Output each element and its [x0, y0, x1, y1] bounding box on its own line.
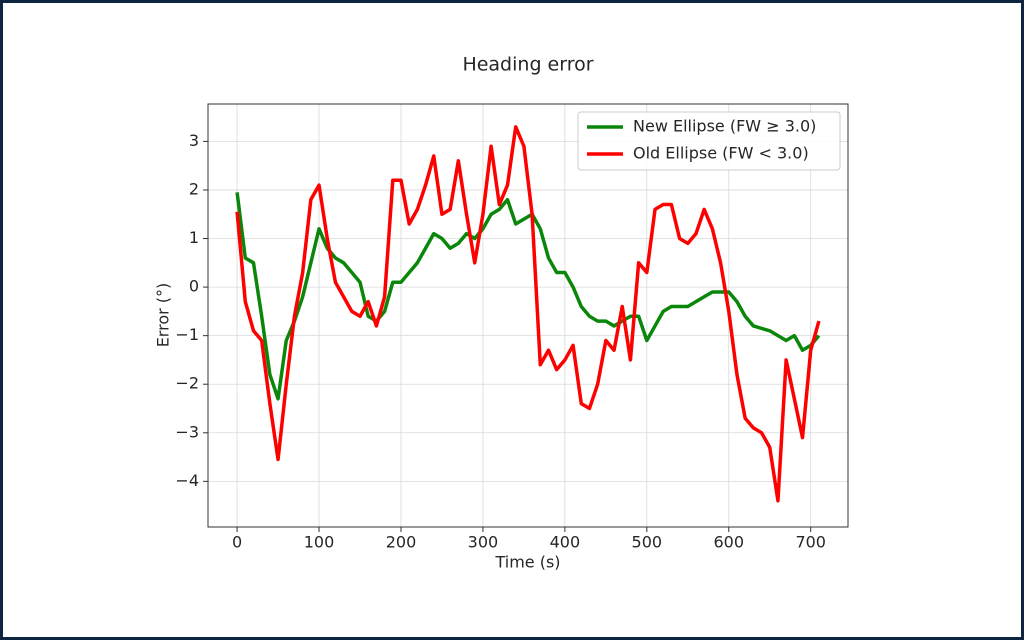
y-tick-label: 1 — [189, 228, 199, 247]
y-tick-label: −3 — [175, 422, 199, 441]
legend-label: New Ellipse (FW ≥ 3.0) — [633, 117, 816, 136]
legend-label: Old Ellipse (FW < 3.0) — [633, 144, 809, 163]
y-tick-label: −1 — [175, 325, 199, 344]
chart-title: Heading error — [462, 54, 593, 76]
x-tick-label: 400 — [550, 533, 581, 552]
legend-box — [577, 111, 841, 171]
data-line — [235, 192, 821, 401]
plot-frame — [207, 103, 849, 528]
y-tick-label: −4 — [175, 471, 199, 490]
data-line — [235, 125, 821, 503]
x-tick-label: 100 — [304, 533, 335, 552]
chart: Heading error Time (s) Error (°) 0 100 200… — [154, 54, 849, 572]
x-axis-label: Time (s) — [494, 553, 560, 572]
x-tick-label: 300 — [468, 533, 499, 552]
y-tick-label: −2 — [175, 374, 199, 393]
x-tick-label: 600 — [713, 533, 744, 552]
y-tick-label: 0 — [189, 277, 199, 296]
y-axis-label: Error (°) — [154, 283, 173, 348]
y-tick-label: 2 — [189, 179, 199, 198]
x-tick-label: 200 — [386, 533, 417, 552]
y-tick-label: 3 — [189, 131, 199, 150]
x-tick-label: 500 — [632, 533, 663, 552]
x-tick-label: 0 — [232, 533, 242, 552]
x-tick-label: 700 — [795, 533, 826, 552]
